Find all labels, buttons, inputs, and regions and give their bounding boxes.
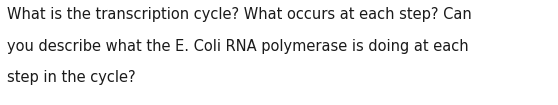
- Text: step in the cycle?: step in the cycle?: [7, 70, 136, 85]
- Text: you describe what the E. Coli RNA polymerase is doing at each: you describe what the E. Coli RNA polyme…: [7, 39, 468, 54]
- Text: What is the transcription cycle? What occurs at each step? Can: What is the transcription cycle? What oc…: [7, 7, 472, 22]
